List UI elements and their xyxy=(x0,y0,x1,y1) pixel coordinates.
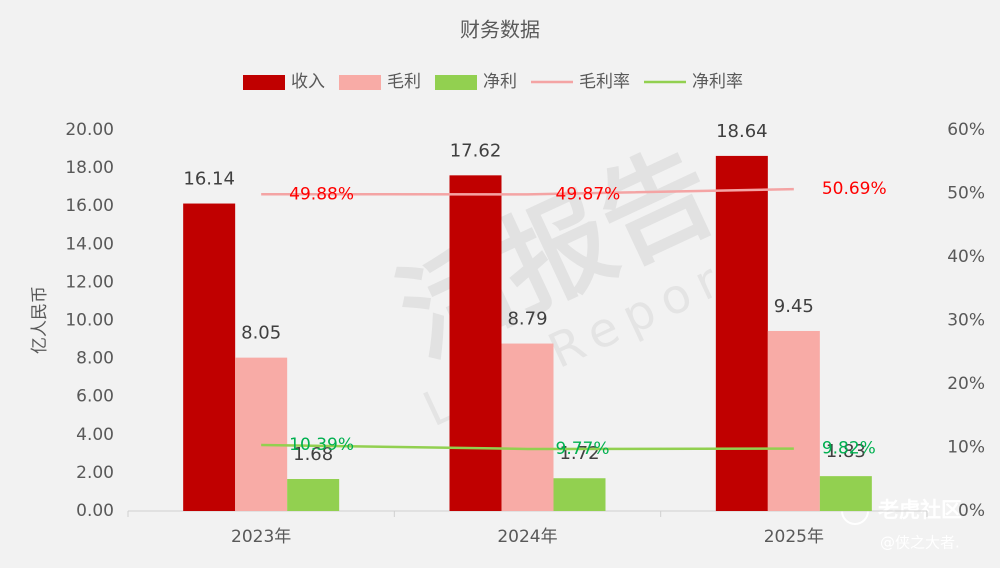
y-tick-label: 20.00 xyxy=(65,120,114,140)
y-tick-label: 0.00 xyxy=(76,501,114,521)
line-value-label: 9.82% xyxy=(822,439,876,459)
legend-label: 收入 xyxy=(291,72,325,92)
legend-label: 净利 xyxy=(483,72,517,92)
legend-swatch xyxy=(435,75,477,90)
watermark: @侠之大者. xyxy=(880,534,960,552)
bar xyxy=(287,478,340,511)
bar xyxy=(553,478,606,511)
y-tick-label: 12.00 xyxy=(65,272,114,292)
line-value-label: 9.77% xyxy=(556,439,610,459)
bar xyxy=(715,155,768,511)
bar xyxy=(819,476,872,511)
line xyxy=(261,187,794,196)
bar-value-label: 16.14 xyxy=(183,169,235,190)
y-tick-label: 10.00 xyxy=(65,311,114,331)
bar-value-label: 8.79 xyxy=(507,309,547,330)
y-axis-label: 亿人民币 xyxy=(30,286,50,354)
bar xyxy=(501,343,554,511)
y2-tick-label: 30% xyxy=(947,311,985,331)
y2-tick-label: 20% xyxy=(947,374,985,394)
y-tick-label: 14.00 xyxy=(65,234,114,254)
chart-title: 财务数据 xyxy=(460,18,540,42)
line-value-label: 49.88% xyxy=(289,184,354,204)
bar xyxy=(235,357,288,511)
bar xyxy=(767,330,820,511)
bar xyxy=(183,203,236,511)
bar-value-label: 1.68 xyxy=(293,444,333,465)
y-tick-label: 6.00 xyxy=(76,387,114,407)
bar-value-label: 18.64 xyxy=(716,121,768,142)
y-tick-label: 16.00 xyxy=(65,196,114,216)
watermark: 老虎社区 xyxy=(878,498,962,522)
y-tick-label: 4.00 xyxy=(76,425,114,445)
legend-swatch xyxy=(243,75,285,90)
y2-tick-label: 60% xyxy=(947,120,985,140)
x-tick-label: 2025年 xyxy=(764,527,824,547)
line-value-label: 10.39% xyxy=(289,435,354,455)
y-tick-label: 18.00 xyxy=(65,158,114,178)
legend-label: 毛利 xyxy=(387,72,421,92)
line-value-label: 49.87% xyxy=(556,184,621,204)
y-tick-label: 2.00 xyxy=(76,463,114,483)
y-tick-label: 8.00 xyxy=(76,349,114,369)
line-value-label: 50.69% xyxy=(822,179,887,199)
x-tick-label: 2023年 xyxy=(231,527,291,547)
legend-label: 毛利率 xyxy=(579,72,630,92)
legend-label: 净利率 xyxy=(692,72,743,92)
bar-value-label: 9.45 xyxy=(774,296,814,317)
y2-tick-label: 0% xyxy=(958,501,985,521)
y2-tick-label: 40% xyxy=(947,247,985,267)
x-tick-label: 2024年 xyxy=(497,527,557,547)
bar-value-label: 17.62 xyxy=(450,140,502,161)
bar xyxy=(449,175,502,512)
line xyxy=(261,443,794,451)
y2-tick-label: 50% xyxy=(947,184,985,204)
y2-tick-label: 10% xyxy=(947,438,985,458)
legend-swatch xyxy=(339,75,381,90)
bar-value-label: 1.83 xyxy=(826,441,866,462)
bar-value-label: 8.05 xyxy=(241,323,281,344)
